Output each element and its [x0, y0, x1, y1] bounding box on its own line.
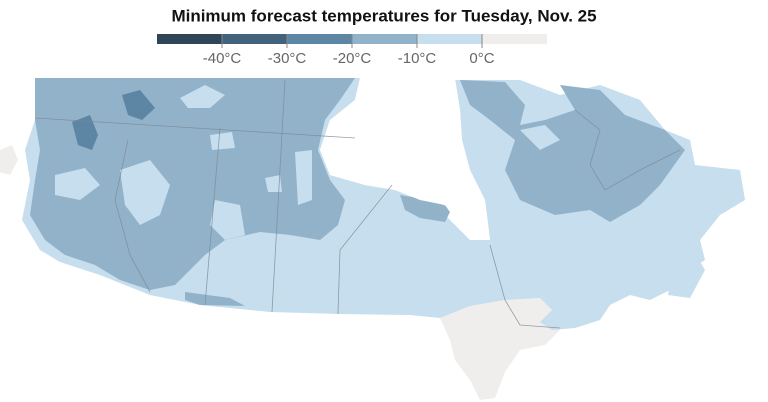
land-patch	[520, 125, 560, 150]
land-patch	[210, 200, 245, 240]
legend-swatch	[222, 34, 287, 44]
legend-swatch	[157, 34, 222, 44]
province-border	[114, 139, 151, 293]
land-patch	[120, 160, 170, 225]
province-border	[489, 244, 561, 329]
legend-label: -40°C	[203, 50, 242, 67]
legend-swatch	[417, 34, 482, 44]
map	[0, 78, 745, 400]
province-border	[271, 79, 286, 313]
land-patch	[180, 85, 225, 108]
chart-title: Minimum forecast temperatures for Tuesda…	[171, 6, 596, 25]
province-border	[204, 127, 221, 306]
province-border	[337, 249, 341, 315]
legend-label: 0°C	[469, 50, 494, 67]
legend-label: -20°C	[333, 50, 372, 67]
province-border	[339, 184, 393, 251]
land-coldest	[72, 115, 98, 150]
land-colder-south	[185, 292, 245, 306]
warm-land-west	[0, 145, 18, 175]
legend-label: -10°C	[398, 50, 437, 67]
legend-swatch	[482, 34, 547, 44]
legend-label: -30°C	[268, 50, 307, 67]
province-border	[574, 109, 681, 191]
legend: -40°C -30°C -20°C -10°C 0°C	[157, 34, 547, 67]
legend-swatch	[287, 34, 352, 44]
land-patch	[295, 150, 312, 205]
land-coldest	[122, 90, 155, 120]
land-patch	[265, 175, 282, 192]
land-colder-east	[460, 80, 685, 222]
province-border	[34, 117, 356, 139]
warm-land	[440, 298, 560, 400]
land-patch	[55, 168, 100, 200]
legend-swatch	[352, 34, 417, 44]
land-patch	[210, 132, 235, 150]
island-east	[655, 235, 705, 298]
water-bay	[320, 78, 490, 240]
land-colder-bay	[400, 195, 452, 222]
land-colder-west	[30, 78, 355, 290]
